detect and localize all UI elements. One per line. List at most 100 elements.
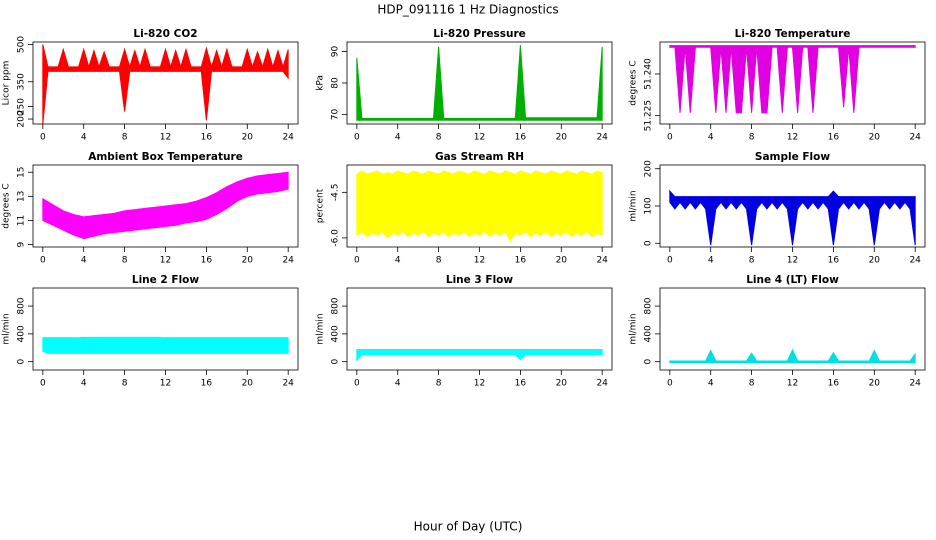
x-tick-label: 0	[354, 379, 360, 389]
x-tick-label: 0	[354, 256, 360, 266]
x-tick-label: 16	[201, 133, 213, 143]
x-tick-label: 12	[160, 379, 171, 389]
x-tick-label: 4	[81, 256, 87, 266]
x-tick-label: 12	[474, 379, 485, 389]
y-tick-label: 250	[17, 98, 27, 115]
y-axis-label: degrees C	[2, 183, 12, 228]
y-axis-label: ml/min	[629, 190, 639, 221]
x-tick-label: 24	[596, 133, 608, 143]
x-tick-label: 8	[436, 256, 442, 266]
panel-title: Sample Flow	[755, 151, 830, 163]
x-tick-label: 4	[708, 133, 714, 143]
x-axis-label: Hour of Day (UTC)	[414, 520, 523, 534]
y-tick-label: 9	[17, 241, 27, 247]
y-tick-label: 400	[331, 325, 341, 342]
y-tick-label: -6.0	[331, 229, 341, 247]
y-axis-label: degrees C	[629, 60, 639, 105]
x-tick-label: 12	[787, 133, 798, 143]
y-tick-label: 15	[17, 167, 27, 178]
panel-title: Li-820 Temperature	[735, 28, 851, 40]
y-tick-label: 400	[17, 325, 27, 342]
x-tick-label: 8	[749, 133, 755, 143]
x-tick-label: 12	[160, 256, 171, 266]
y-tick-label: 400	[644, 325, 654, 342]
data-band	[42, 44, 289, 125]
data-band	[669, 189, 916, 246]
y-tick-label: 200	[644, 160, 654, 177]
y-axis-label: ml/min	[2, 313, 12, 344]
y-tick-label: 80	[331, 77, 341, 89]
x-tick-label: 8	[122, 256, 128, 266]
x-tick-label: 20	[869, 133, 881, 143]
data-band	[356, 170, 603, 242]
x-tick-label: 16	[828, 133, 840, 143]
y-tick-label: 0	[644, 359, 654, 365]
y-tick-label: 90	[331, 45, 341, 57]
y-tick-label: 350	[17, 73, 27, 90]
x-tick-label: 12	[474, 133, 485, 143]
x-tick-label: 20	[869, 256, 881, 266]
x-tick-label: 16	[828, 256, 840, 266]
y-tick-label: 13	[17, 191, 27, 202]
x-tick-label: 0	[667, 256, 673, 266]
x-tick-label: 0	[40, 379, 46, 389]
y-tick-label: -4.5	[331, 184, 341, 202]
y-tick-label: 0	[331, 359, 341, 365]
x-tick-label: 20	[556, 379, 568, 389]
y-tick-label: 70	[331, 109, 341, 121]
x-tick-label: 4	[395, 133, 401, 143]
panel-title: Ambient Box Temperature	[88, 151, 243, 163]
y-tick-label: 200	[17, 110, 27, 127]
x-tick-label: 0	[40, 133, 46, 143]
x-tick-label: 20	[242, 133, 254, 143]
x-tick-label: 4	[708, 379, 714, 389]
x-tick-label: 0	[354, 133, 360, 143]
page-title: HDP_091116 1 Hz Diagnostics	[377, 3, 558, 17]
data-band	[356, 349, 603, 362]
x-tick-label: 24	[596, 256, 608, 266]
x-tick-label: 20	[242, 379, 254, 389]
y-tick-label: 800	[17, 297, 27, 314]
x-tick-label: 20	[242, 256, 254, 266]
x-tick-label: 4	[708, 256, 714, 266]
x-tick-label: 12	[787, 256, 798, 266]
y-axis-label: Licor ppm	[2, 61, 12, 106]
panel-title: Line 3 Flow	[446, 274, 513, 286]
y-tick-label: 0	[17, 359, 27, 365]
x-tick-label: 12	[474, 256, 485, 266]
plot-frame	[346, 41, 613, 125]
y-axis-label: ml/min	[316, 313, 326, 344]
plot-frame	[32, 287, 299, 371]
x-tick-label: 0	[667, 379, 673, 389]
y-tick-label: 51.240	[644, 58, 654, 90]
x-tick-label: 20	[556, 133, 568, 143]
x-tick-label: 8	[436, 379, 442, 389]
y-tick-label: 0	[644, 240, 654, 246]
x-tick-label: 8	[749, 379, 755, 389]
x-tick-label: 16	[201, 379, 213, 389]
x-tick-label: 4	[395, 256, 401, 266]
x-tick-label: 24	[909, 256, 921, 266]
y-tick-label: 800	[644, 297, 654, 314]
data-band	[669, 45, 916, 114]
x-tick-label: 8	[122, 379, 128, 389]
x-tick-label: 8	[749, 256, 755, 266]
y-tick-label: 500	[17, 36, 27, 53]
data-band	[669, 348, 916, 364]
x-tick-label: 16	[515, 256, 527, 266]
x-tick-label: 16	[828, 379, 840, 389]
x-tick-label: 24	[282, 379, 294, 389]
x-tick-label: 8	[122, 133, 128, 143]
data-band	[42, 171, 289, 240]
data-band	[42, 336, 289, 354]
x-tick-label: 24	[596, 379, 608, 389]
x-tick-label: 24	[282, 256, 294, 266]
panel-title: Li-820 Pressure	[433, 28, 526, 40]
panel-title: Gas Stream RH	[435, 151, 524, 163]
y-tick-label: 800	[331, 297, 341, 314]
x-tick-label: 16	[515, 379, 527, 389]
x-tick-label: 0	[40, 256, 46, 266]
x-tick-label: 16	[201, 256, 213, 266]
